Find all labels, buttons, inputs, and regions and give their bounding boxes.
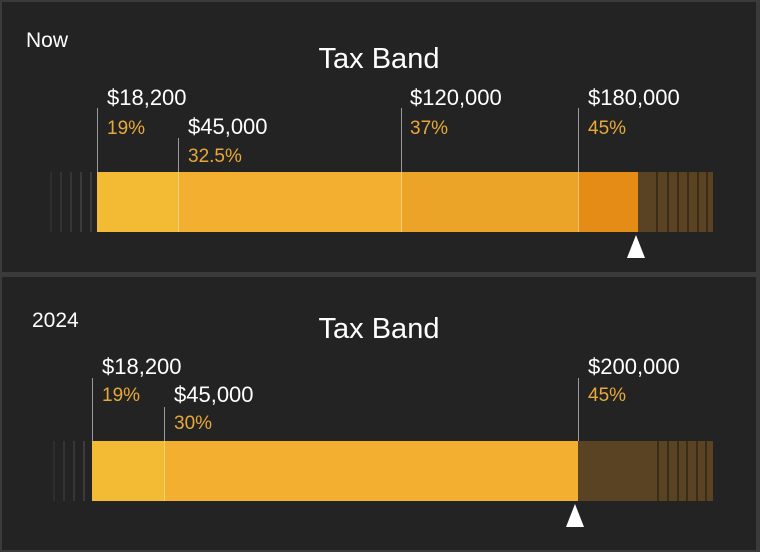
threshold-amount: $180,000: [588, 85, 680, 110]
threshold-tick: [92, 378, 93, 441]
threshold-amount: $45,000: [188, 114, 268, 139]
band-divider: [164, 441, 165, 501]
threshold-rate: 45%: [588, 118, 627, 139]
band-segment-30: [164, 441, 578, 501]
band-segment-19: [92, 441, 164, 501]
tax-band-panel-now: Now Tax Band $18,200 19% $45,000 32.5% $…: [2, 2, 756, 272]
chart-title: Tax Band: [318, 313, 440, 345]
band-segment-19: [97, 172, 178, 232]
threshold-tick: [401, 108, 402, 172]
threshold-tick: [178, 138, 179, 172]
threshold-rate: 19%: [102, 385, 141, 406]
threshold-tick: [97, 108, 98, 172]
threshold-amount: $45,000: [174, 382, 254, 407]
threshold-amount: $120,000: [410, 85, 502, 110]
threshold-tick: [578, 378, 579, 441]
panel-label: Now: [26, 29, 69, 52]
threshold-amount: $18,200: [102, 354, 182, 379]
threshold-tick: [164, 407, 165, 441]
threshold-amount: $200,000: [588, 354, 680, 379]
band-divider: [178, 172, 179, 232]
position-marker-icon: [566, 504, 584, 527]
band-divider: [401, 172, 402, 232]
position-marker-icon: [627, 235, 645, 258]
threshold-tick: [578, 108, 579, 172]
threshold-rate: 30%: [174, 413, 213, 434]
threshold-rate: 45%: [588, 385, 627, 406]
panel-label: 2024: [32, 309, 79, 332]
band-tail: [578, 441, 713, 501]
chart-title: Tax Band: [318, 43, 440, 75]
band-tail: [638, 172, 713, 232]
band-divider: [578, 172, 579, 232]
band-segment-32-5: [178, 172, 401, 232]
band-segment-45: [578, 172, 638, 232]
band-segment-37: [401, 172, 578, 232]
threshold-rate: 37%: [410, 118, 449, 139]
threshold-rate: 19%: [107, 118, 146, 139]
tax-band-panel-2024: 2024 Tax Band $18,200 19% $45,000 30% $2…: [2, 277, 756, 550]
threshold-rate: 32.5%: [188, 146, 242, 167]
threshold-amount: $18,200: [107, 85, 187, 110]
